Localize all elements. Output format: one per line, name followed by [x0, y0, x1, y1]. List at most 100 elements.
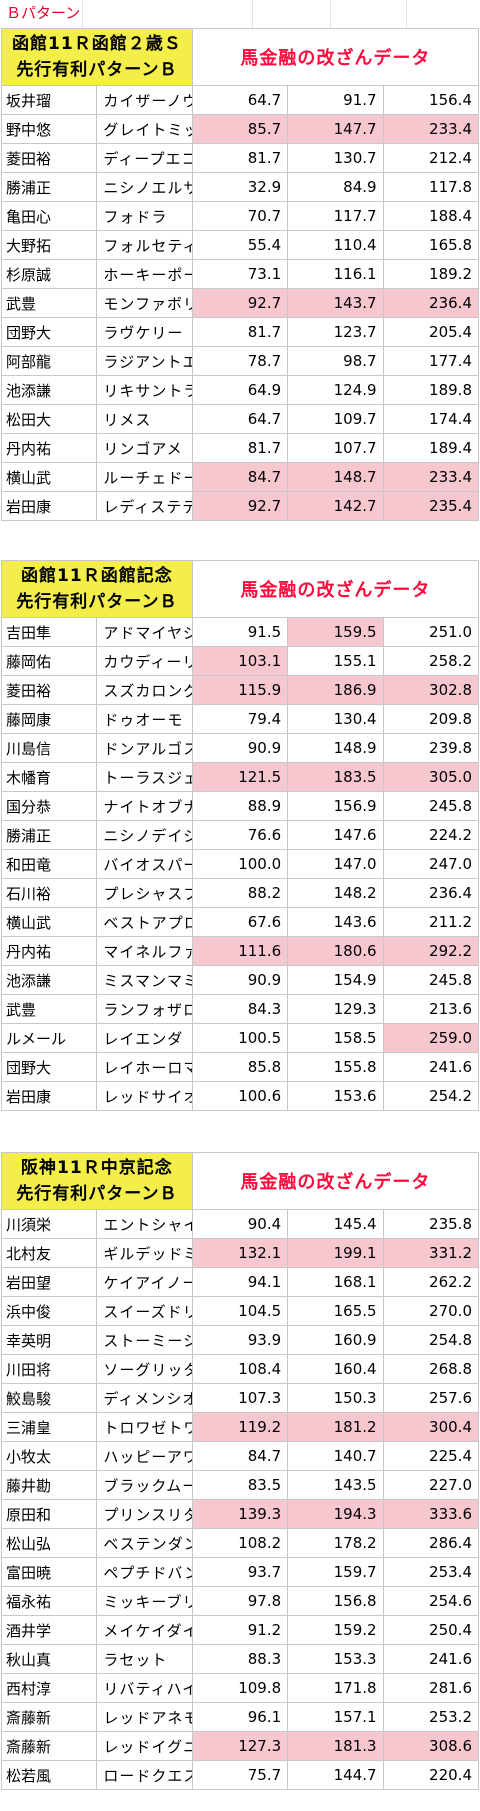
horse-name-cell: カイザーノヴァ [96, 85, 193, 115]
jockey-cell: 松若風 [0, 1760, 98, 1790]
race-title-line1: 函館11Ｒ函館２歳Ｓ [12, 34, 182, 54]
value3-cell: 235.4 [382, 491, 480, 521]
horse-name-cell: リメス [96, 404, 193, 434]
value3-cell: 225.4 [382, 1441, 480, 1471]
jockey-cell: 斎藤新 [0, 1702, 98, 1732]
horse-name-cell: レッドサイオン [96, 1081, 193, 1111]
value2-cell: 129.3 [287, 994, 384, 1024]
jockey-cell: 岩田康 [0, 1081, 98, 1111]
value1-cell: 139.3 [191, 1499, 289, 1529]
horse-name-cell: ギルデッドミラー [96, 1238, 193, 1268]
value1-cell: 84.7 [191, 1441, 289, 1471]
value3-cell: 209.8 [382, 704, 480, 734]
data-source-label: 馬金融の改ざんデータ [191, 560, 480, 618]
jockey-cell: 武豊 [0, 994, 98, 1024]
race-table: 阪神11Ｒ中京記念先行有利パターンＢ馬金融の改ざんデータ川須栄エントシャイデン9… [0, 1152, 480, 1790]
value2-cell: 154.9 [287, 965, 384, 995]
value3-cell: 233.4 [382, 114, 480, 144]
jockey-cell: 勝浦正 [0, 172, 98, 202]
value2-cell: 147.6 [287, 820, 384, 850]
race-title-line1: 阪神11Ｒ中京記念 [21, 1158, 173, 1178]
jockey-cell: 吉田隼 [0, 617, 98, 647]
horse-name-cell: トーラスジェミニ [96, 762, 193, 792]
horse-name-cell: レイホーロマンス [96, 1052, 193, 1082]
horse-name-cell: ブラックムーン [96, 1470, 193, 1500]
jockey-cell: 勝浦正 [0, 820, 98, 850]
value1-cell: 73.1 [191, 259, 289, 289]
value2-cell: 110.4 [287, 230, 384, 260]
value2-cell: 130.4 [287, 704, 384, 734]
value3-cell: 117.8 [382, 172, 480, 202]
value1-cell: 32.9 [191, 172, 289, 202]
value2-cell: 117.7 [287, 201, 384, 231]
jockey-cell: 和田竜 [0, 849, 98, 879]
jockey-cell: 藤岡佑 [0, 646, 98, 676]
horse-name-cell: ニシノデイジー [96, 820, 193, 850]
value3-cell: 257.6 [382, 1383, 480, 1413]
value3-cell: 292.2 [382, 936, 480, 966]
value3-cell: 254.2 [382, 1081, 480, 1111]
value3-cell: 286.4 [382, 1528, 480, 1558]
race-title-line2: 先行有利パターンＢ [16, 592, 178, 612]
value3-cell: 259.0 [382, 1023, 480, 1053]
table-row: 武豊 モンファボリ 92.7 143.7 236.4 [0, 288, 480, 318]
value2-cell: 109.7 [287, 404, 384, 434]
jockey-cell: 武豊 [0, 288, 98, 318]
value2-cell: 160.4 [287, 1354, 384, 1384]
value2-cell: 181.3 [287, 1731, 384, 1761]
table-row: 丹内祐 リンゴアメ 81.7 107.7 189.4 [0, 433, 480, 463]
value2-cell: 171.8 [287, 1673, 384, 1703]
horse-name-cell: アドマイヤジャスタ [96, 617, 193, 647]
value2-cell: 124.9 [287, 375, 384, 405]
horse-name-cell: ドンアルゴス [96, 733, 193, 763]
value2-cell: 159.2 [287, 1615, 384, 1645]
value3-cell: 262.2 [382, 1267, 480, 1297]
value3-cell: 213.6 [382, 994, 480, 1024]
value3-cell: 189.4 [382, 433, 480, 463]
value1-cell: 104.5 [191, 1296, 289, 1326]
jockey-cell: 松田大 [0, 404, 98, 434]
race-table: 函館11Ｒ函館２歳Ｓ先行有利パターンＢ馬金融の改ざんデータ坂井瑠カイザーノヴァ6… [0, 28, 480, 521]
jockey-cell: 菱田裕 [0, 143, 98, 173]
value3-cell: 258.2 [382, 646, 480, 676]
value3-cell: 305.0 [382, 762, 480, 792]
table-row: 秋山真 ラセット 88.3 153.3 241.6 [0, 1644, 480, 1674]
value1-cell: 70.7 [191, 201, 289, 231]
jockey-cell: 西村淳 [0, 1673, 98, 1703]
jockey-cell: 国分恭 [0, 791, 98, 821]
value2-cell: 150.3 [287, 1383, 384, 1413]
horse-name-cell: ニシノエルサ [96, 172, 193, 202]
horse-name-cell: プリンスリターン [96, 1499, 193, 1529]
table-row: 勝浦正 ニシノエルサ 32.9 84.9 117.8 [0, 172, 480, 202]
horse-name-cell: フォドラ [96, 201, 193, 231]
value2-cell: 159.7 [287, 1557, 384, 1587]
jockey-cell: 福永祐 [0, 1586, 98, 1616]
race-title-line2: 先行有利パターンＢ [16, 60, 178, 80]
jockey-cell: 野中悠 [0, 114, 98, 144]
jockey-cell: 川島信 [0, 733, 98, 763]
table-header-row: 函館11Ｒ函館記念 先行有利パターンＢ 馬金融の改ざんデータ [1, 560, 480, 618]
jockey-cell: 池添謙 [0, 375, 98, 405]
value3-cell: 268.8 [382, 1354, 480, 1384]
jockey-cell: 松山弘 [0, 1528, 98, 1558]
value1-cell: 84.3 [191, 994, 289, 1024]
value3-cell: 250.4 [382, 1615, 480, 1645]
value1-cell: 85.8 [191, 1052, 289, 1082]
race-title-line2: 先行有利パターンＢ [16, 1184, 178, 1204]
jockey-cell: 亀田心 [0, 201, 98, 231]
value3-cell: 239.8 [382, 733, 480, 763]
value1-cell: 67.6 [191, 907, 289, 937]
jockey-cell: 団野大 [0, 1052, 98, 1082]
jockey-cell: 阿部龍 [0, 346, 98, 376]
